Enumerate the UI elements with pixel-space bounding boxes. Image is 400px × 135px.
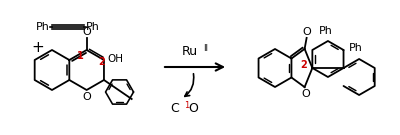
Text: Ph: Ph <box>348 43 362 53</box>
Text: Ru: Ru <box>182 45 198 58</box>
Text: O: O <box>82 92 91 102</box>
Text: C: C <box>170 102 179 116</box>
Text: O: O <box>302 27 311 37</box>
Text: 1: 1 <box>184 100 189 109</box>
Text: +: + <box>32 40 44 55</box>
Text: Ph: Ph <box>86 22 100 32</box>
Text: O: O <box>188 102 198 116</box>
Text: 1: 1 <box>77 51 83 61</box>
Text: OH: OH <box>107 54 123 64</box>
Text: O: O <box>301 89 310 99</box>
Text: O: O <box>82 27 91 37</box>
Text: Ph: Ph <box>36 22 50 32</box>
Text: 2: 2 <box>98 57 105 67</box>
Text: 2: 2 <box>301 60 307 70</box>
FancyArrowPatch shape <box>185 74 194 96</box>
Text: II: II <box>203 44 208 53</box>
Text: Ph: Ph <box>319 26 333 36</box>
